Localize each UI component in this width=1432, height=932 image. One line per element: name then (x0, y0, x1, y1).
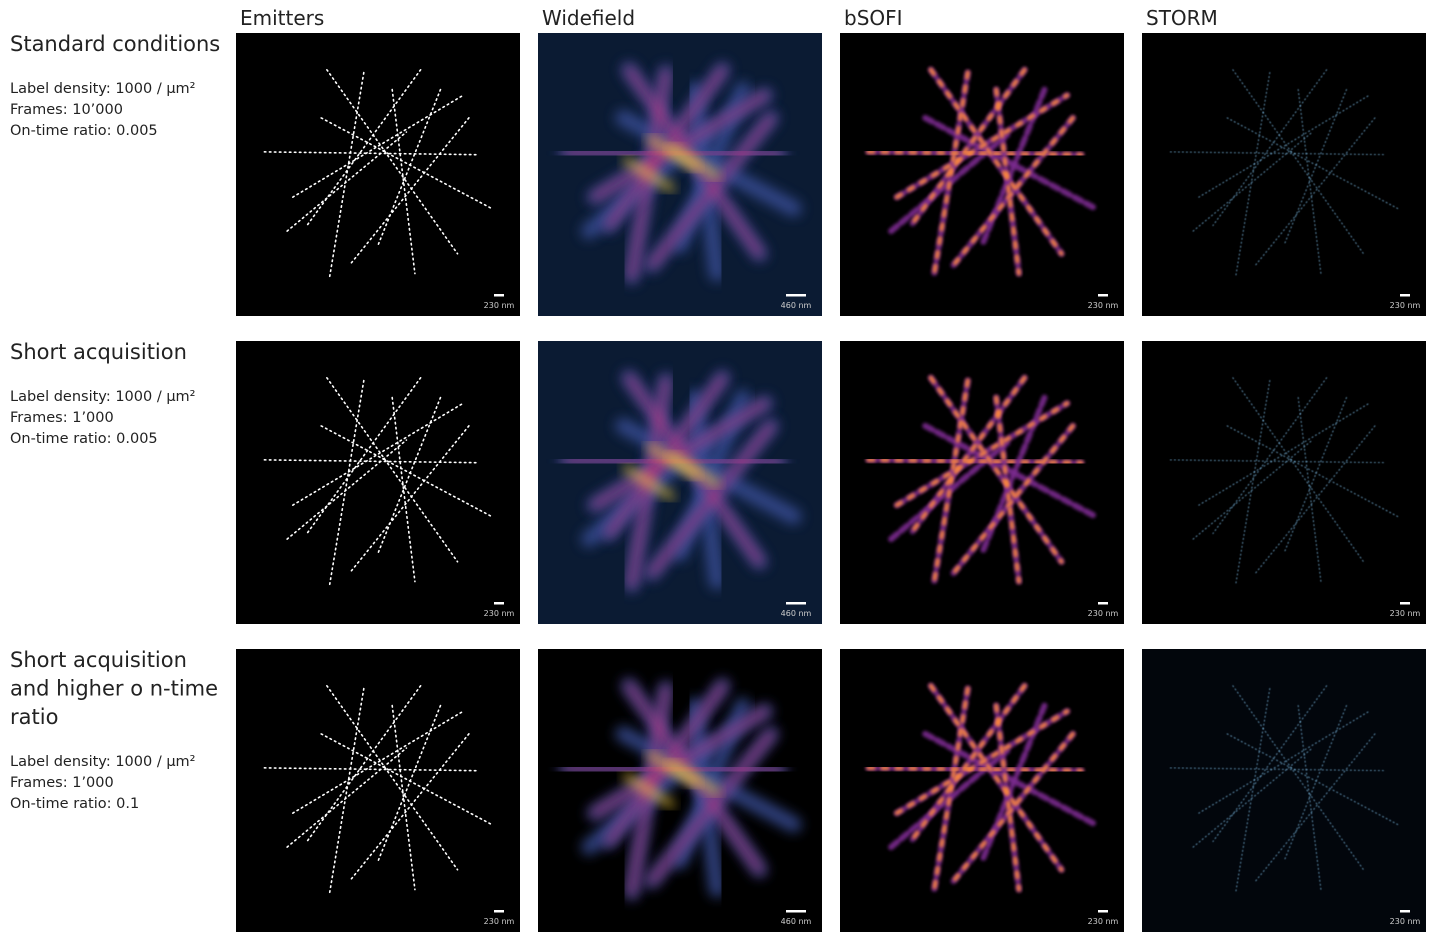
column-header: Emitters (240, 6, 324, 30)
scale-bar (1400, 294, 1410, 297)
scale-bar (1098, 602, 1108, 605)
scale-bar-label: 230 nm (484, 609, 515, 618)
image-panel: 230 nm (236, 33, 520, 316)
row-parameter: Frames: 10’000 (10, 102, 123, 118)
scale-bar (1098, 294, 1108, 297)
image-background (236, 33, 520, 316)
row-title: and higher o n-time (10, 677, 218, 701)
image-background (538, 341, 822, 624)
scale-bar (1400, 602, 1410, 605)
scale-bar-label: 460 nm (781, 301, 812, 310)
scale-bar (494, 910, 504, 913)
row-parameter: On-time ratio: 0.005 (10, 123, 158, 139)
image-panel: 230 nm (236, 341, 520, 624)
scale-bar-label: 230 nm (1390, 609, 1421, 618)
image-panel: 230 nm (236, 649, 520, 932)
image-background (840, 341, 1124, 624)
image-background (1142, 33, 1426, 316)
image-background (236, 341, 520, 624)
image-panel: 230 nm (1142, 341, 1426, 624)
image-background (1142, 341, 1426, 624)
scale-bar-label: 230 nm (1390, 917, 1421, 926)
row-parameter: Label density: 1000 / μm² (10, 389, 196, 405)
row-parameter: Frames: 1’000 (10, 410, 114, 426)
scale-bar (1400, 910, 1410, 913)
row-parameter: On-time ratio: 0.005 (10, 431, 158, 447)
scale-bar-label: 230 nm (484, 301, 515, 310)
image-panel: 460 nm (538, 341, 822, 624)
scale-bar-label: 230 nm (1088, 609, 1119, 618)
scale-bar (494, 602, 504, 605)
column-header: bSOFI (844, 6, 903, 30)
scale-bar (1098, 910, 1108, 913)
image-panel: 230 nm (840, 649, 1124, 932)
scale-bar-label: 230 nm (484, 917, 515, 926)
row-parameter: Frames: 1’000 (10, 775, 114, 791)
image-panel: 230 nm (840, 33, 1124, 316)
image-panel: 460 nm (538, 33, 822, 316)
column-header: STORM (1146, 6, 1218, 30)
image-panel: 230 nm (1142, 649, 1426, 932)
row-title: Short acquisition (10, 340, 187, 364)
figure: Emitters Widefield bSOFI STORM Standard cond… (0, 0, 1432, 932)
scale-bar (786, 294, 806, 297)
scale-bar (786, 910, 806, 913)
row-title: Standard conditions (10, 32, 220, 56)
row-title: Short acquisition (10, 648, 187, 672)
image-background (840, 649, 1124, 932)
image-background (1142, 649, 1426, 932)
image-background (840, 33, 1124, 316)
scale-bar-label: 230 nm (1390, 301, 1421, 310)
image-background (538, 33, 822, 316)
row-title: ratio (10, 705, 58, 729)
column-header: Widefield (542, 6, 635, 30)
scale-bar-label: 460 nm (781, 609, 812, 618)
scale-bar-label: 460 nm (781, 917, 812, 926)
row-parameter: On-time ratio: 0.1 (10, 796, 139, 812)
scale-bar (786, 602, 806, 605)
image-background (236, 649, 520, 932)
scale-bar-label: 230 nm (1088, 301, 1119, 310)
scale-bar (494, 294, 504, 297)
image-panel: 230 nm (1142, 33, 1426, 316)
row-parameter: Label density: 1000 / μm² (10, 754, 196, 770)
scale-bar-label: 230 nm (1088, 917, 1119, 926)
image-panel: 230 nm (840, 341, 1124, 624)
image-background (538, 649, 822, 932)
image-panel: 460 nm (538, 649, 822, 932)
row-parameter: Label density: 1000 / μm² (10, 81, 196, 97)
